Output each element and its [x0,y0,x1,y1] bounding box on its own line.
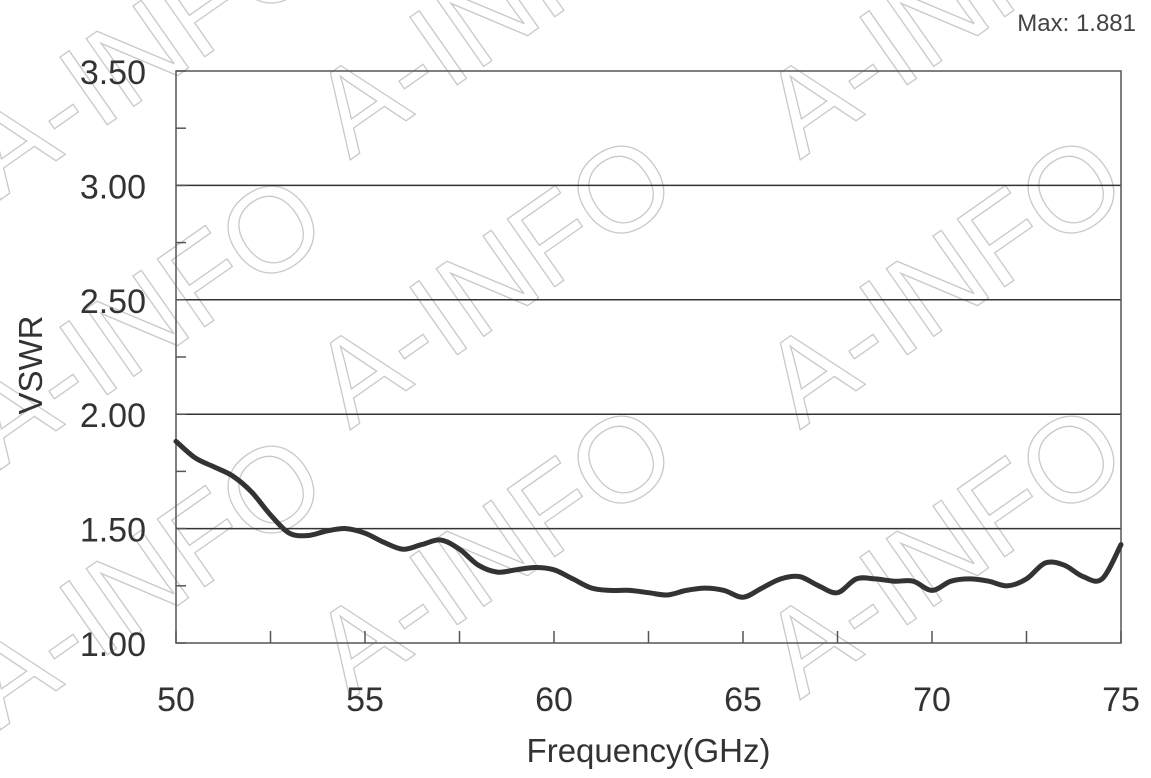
x-tick-label: 65 [724,681,762,719]
x-axis-title: Frequency(GHz) [527,732,771,769]
y-tick-label: 1.50 [80,512,146,550]
y-axis-title: VSWR [12,316,49,415]
x-tick-label: 55 [346,681,384,719]
x-tick-labels: 50 55 60 65 70 75 [157,681,1140,719]
x-tick-label: 50 [157,681,195,719]
vswr-series-line [173,438,1124,600]
y-tick-label: 3.00 [80,168,146,206]
x-tick-label: 60 [535,681,573,719]
watermark-text: A-INFO [0,148,348,491]
max-annotation: Max: 1.881 [1017,10,1136,37]
y-tick-marks [176,70,186,644]
x-tick-label: 75 [1102,681,1140,719]
y-tick-label: 1.00 [80,626,146,664]
y-tick-labels: 1.00 1.50 2.00 2.50 3.00 3.50 [80,54,146,664]
y-tick-label: 2.00 [80,397,146,435]
y-tick-label: 2.50 [80,283,146,321]
x-tick-label: 70 [913,681,951,719]
x-tick-marks [175,631,1122,643]
y-tick-label: 3.50 [80,54,146,92]
